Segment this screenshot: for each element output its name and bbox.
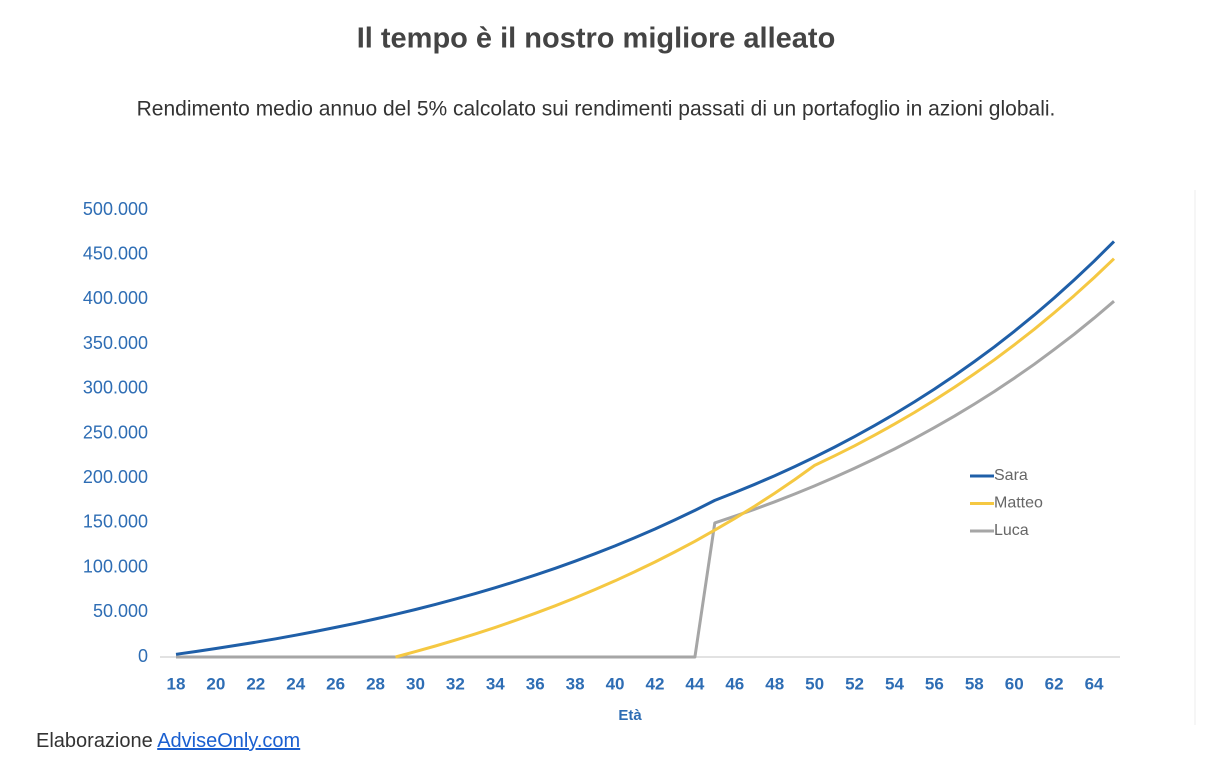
x-tick-label: 60 <box>1005 674 1024 693</box>
y-tick-label: 500.000 <box>83 199 148 219</box>
x-tick-label: 26 <box>326 674 345 693</box>
x-tick-label: 32 <box>446 674 465 693</box>
series-line <box>176 300 1115 659</box>
x-tick-label: 62 <box>1045 674 1064 693</box>
y-tick-label: 400.000 <box>83 288 148 308</box>
x-tick-label: 40 <box>606 674 625 693</box>
x-tick-label: 28 <box>366 674 385 693</box>
x-tick-label: 54 <box>885 674 904 693</box>
x-tick-label: 34 <box>486 674 505 693</box>
x-tick-label: 36 <box>526 674 545 693</box>
series-line <box>175 240 1116 656</box>
y-tick-label: 0 <box>138 646 148 666</box>
x-tick-label: 64 <box>1085 674 1104 693</box>
x-tick-label: 30 <box>406 674 425 693</box>
x-tick-label: 52 <box>845 674 864 693</box>
y-tick-label: 450.000 <box>83 243 148 263</box>
y-tick-label: 100.000 <box>83 556 148 576</box>
x-tick-label: 48 <box>765 674 784 693</box>
y-tick-label: 200.000 <box>83 467 148 487</box>
x-tick-label: 42 <box>646 674 665 693</box>
x-tick-label: 22 <box>246 674 265 693</box>
x-axis-label: Età <box>618 707 642 724</box>
x-tick-label: 50 <box>805 674 824 693</box>
x-tick-label: 18 <box>167 674 186 693</box>
chart-subtitle: Rendimento medio annuo del 5% calcolato … <box>137 98 1056 121</box>
x-tick-label: 24 <box>286 674 305 693</box>
y-tick-label: 50.000 <box>93 601 148 621</box>
legend-label: Matteo <box>994 495 1043 512</box>
series-line <box>395 257 1116 659</box>
chart-title: Il tempo è il nostro migliore alleato <box>357 23 836 55</box>
y-tick-label: 150.000 <box>83 512 148 532</box>
y-tick-label: 250.000 <box>83 422 148 442</box>
legend-label: Luca <box>994 522 1029 539</box>
x-tick-label: 56 <box>925 674 944 693</box>
legend-label: Sara <box>994 467 1028 484</box>
x-tick-label: 46 <box>725 674 744 693</box>
chart: Il tempo è il nostro migliore alleato Re… <box>83 23 1196 725</box>
y-tick-label: 350.000 <box>83 333 148 353</box>
footer-link[interactable]: AdviseOnly.com <box>157 730 301 752</box>
y-tick-label: 300.000 <box>83 378 148 398</box>
footer: Elaborazione AdviseOnly.com <box>36 730 300 753</box>
footer-text: Elaborazione <box>36 730 153 752</box>
x-tick-label: 20 <box>206 674 225 693</box>
x-tick-label: 38 <box>566 674 585 693</box>
x-tick-label: 44 <box>685 674 704 693</box>
x-tick-label: 58 <box>965 674 984 693</box>
